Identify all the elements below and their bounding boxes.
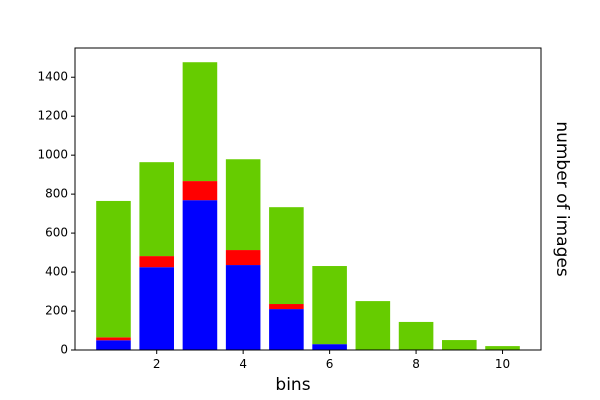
bar-segment xyxy=(139,256,174,268)
bar-segment xyxy=(96,337,131,341)
bar-segment xyxy=(355,301,391,350)
x-tick-label: 2 xyxy=(153,357,161,371)
y-tick-label: 1000 xyxy=(37,148,68,162)
bar-segment xyxy=(225,159,261,251)
bar-segment xyxy=(225,265,261,350)
bar-segment xyxy=(398,321,434,350)
bar-segment xyxy=(139,162,174,257)
bar-segment xyxy=(96,200,131,338)
x-tick-label: 8 xyxy=(412,357,420,371)
x-axis-label: bins xyxy=(275,375,310,395)
bar-segment xyxy=(269,309,304,350)
bar-segment xyxy=(312,344,347,350)
bar-segment xyxy=(139,267,174,350)
bar-segment xyxy=(485,346,520,350)
y-tick-label: 200 xyxy=(45,304,68,318)
bar-segment xyxy=(269,304,304,310)
y-tick-label: 1200 xyxy=(37,109,68,123)
x-tick-label: 10 xyxy=(495,357,510,371)
bar-segment xyxy=(182,62,218,182)
x-tick-label: 4 xyxy=(239,357,247,371)
plot-frame xyxy=(74,47,542,351)
bar-segment xyxy=(269,207,304,305)
y-tick-label: 600 xyxy=(45,226,68,240)
bar-segment xyxy=(182,181,218,201)
y-tick-label: 400 xyxy=(45,265,68,279)
bar-segment xyxy=(312,266,347,345)
bar-segment xyxy=(442,340,477,350)
x-tick-label: 6 xyxy=(326,357,334,371)
bar-segment xyxy=(96,340,131,350)
y-tick-label: 1400 xyxy=(37,70,68,84)
y-axis-label: number of images xyxy=(552,121,572,276)
y-tick-label: 800 xyxy=(45,187,68,201)
bar-segment xyxy=(225,250,261,266)
bar-segment xyxy=(182,200,218,350)
y-tick-label: 0 xyxy=(60,343,68,357)
